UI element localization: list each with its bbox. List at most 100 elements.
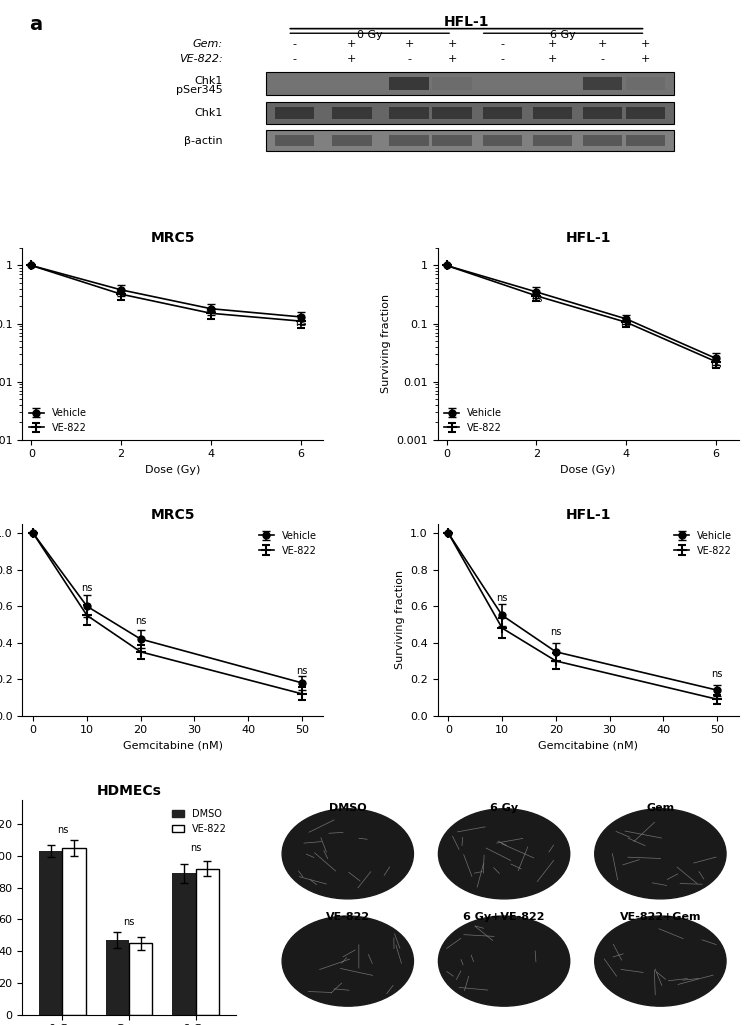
Text: 0 Gy: 0 Gy xyxy=(357,30,383,40)
Bar xyxy=(389,78,429,90)
Bar xyxy=(332,78,372,90)
Bar xyxy=(389,134,429,147)
Text: β-actin: β-actin xyxy=(184,135,223,146)
Text: -: - xyxy=(601,54,604,65)
Title: HFL-1: HFL-1 xyxy=(565,232,611,245)
Text: +: + xyxy=(404,39,414,49)
Circle shape xyxy=(595,916,726,1007)
Bar xyxy=(195,868,219,1015)
Bar xyxy=(533,107,572,119)
Text: VE-822+Gem: VE-822+Gem xyxy=(620,912,701,921)
Text: 6 Gy+VE-822: 6 Gy+VE-822 xyxy=(463,912,545,921)
Text: ns: ns xyxy=(712,669,723,680)
Text: a: a xyxy=(30,14,43,34)
Text: ns: ns xyxy=(710,360,722,370)
Text: ns: ns xyxy=(496,592,508,603)
Text: ns: ns xyxy=(530,293,542,303)
Text: x4: x4 xyxy=(282,810,295,819)
Text: +: + xyxy=(448,54,457,65)
Text: ns: ns xyxy=(205,305,216,316)
Bar xyxy=(332,107,372,119)
Text: +: + xyxy=(347,39,357,49)
Text: pSer345: pSer345 xyxy=(176,85,223,95)
Legend: Vehicle, VE-822: Vehicle, VE-822 xyxy=(257,529,319,558)
Bar xyxy=(583,107,622,119)
Text: 6 Gy: 6 Gy xyxy=(490,804,518,814)
Bar xyxy=(129,943,152,1015)
Y-axis label: Surviving fraction: Surviving fraction xyxy=(395,570,404,669)
Text: ns: ns xyxy=(190,843,201,853)
Legend: Vehicle, VE-822: Vehicle, VE-822 xyxy=(28,406,89,435)
Text: ns: ns xyxy=(116,288,127,298)
Legend: Vehicle, VE-822: Vehicle, VE-822 xyxy=(672,529,733,558)
Text: ns: ns xyxy=(57,825,68,835)
Text: ns: ns xyxy=(123,917,134,928)
Text: +: + xyxy=(641,39,650,49)
Bar xyxy=(63,848,86,1015)
Text: VE-822:: VE-822: xyxy=(179,54,223,65)
Bar xyxy=(39,851,63,1015)
Bar xyxy=(483,134,522,147)
Bar xyxy=(483,78,522,90)
Bar xyxy=(626,107,665,119)
Text: DMSO: DMSO xyxy=(329,804,366,814)
Bar xyxy=(275,134,314,147)
Bar xyxy=(275,78,314,90)
Text: +: + xyxy=(641,54,650,65)
Bar xyxy=(583,78,622,90)
Bar xyxy=(626,78,665,90)
Bar xyxy=(172,873,195,1015)
Bar xyxy=(533,78,572,90)
Bar xyxy=(483,107,522,119)
Circle shape xyxy=(595,809,726,899)
Text: +: + xyxy=(548,54,557,65)
Bar xyxy=(266,130,674,152)
Bar xyxy=(266,102,674,124)
Title: HDMECs: HDMECs xyxy=(96,784,161,797)
Text: ns: ns xyxy=(135,616,146,626)
Bar xyxy=(275,107,314,119)
Title: MRC5: MRC5 xyxy=(151,232,195,245)
Bar xyxy=(106,940,129,1015)
Text: ns: ns xyxy=(296,665,307,675)
Legend: DMSO, VE-822: DMSO, VE-822 xyxy=(169,805,231,837)
Bar xyxy=(626,134,665,147)
Bar xyxy=(583,134,622,147)
Text: -: - xyxy=(501,54,504,65)
X-axis label: Gemcitabine (nM): Gemcitabine (nM) xyxy=(123,741,223,751)
Circle shape xyxy=(282,809,413,899)
Title: HFL-1: HFL-1 xyxy=(565,507,611,522)
Text: ns: ns xyxy=(81,583,93,593)
Circle shape xyxy=(439,916,570,1007)
Text: -: - xyxy=(292,39,296,49)
Bar xyxy=(332,134,372,147)
Text: -: - xyxy=(407,54,411,65)
Circle shape xyxy=(282,916,413,1007)
X-axis label: Gemcitabine (nM): Gemcitabine (nM) xyxy=(538,741,638,751)
Bar xyxy=(433,134,471,147)
Bar xyxy=(266,73,674,95)
X-axis label: Dose (Gy): Dose (Gy) xyxy=(560,465,615,475)
Text: 6 Gy: 6 Gy xyxy=(551,30,576,40)
Text: Chk1: Chk1 xyxy=(195,76,223,86)
Text: +: + xyxy=(598,39,607,49)
Text: Gem: Gem xyxy=(646,804,674,814)
Text: +: + xyxy=(548,39,557,49)
X-axis label: Dose (Gy): Dose (Gy) xyxy=(145,465,201,475)
Y-axis label: Surviving fraction: Surviving fraction xyxy=(380,294,391,394)
Text: +: + xyxy=(347,54,357,65)
Text: -: - xyxy=(292,54,296,65)
Text: ns: ns xyxy=(550,627,562,638)
Bar xyxy=(389,107,429,119)
Text: Chk1: Chk1 xyxy=(195,108,223,118)
Bar xyxy=(433,78,471,90)
Bar xyxy=(533,134,572,147)
Circle shape xyxy=(439,809,570,899)
Text: ns: ns xyxy=(621,318,632,328)
Bar xyxy=(433,107,471,119)
Text: -: - xyxy=(501,39,504,49)
Text: HFL-1: HFL-1 xyxy=(444,14,489,29)
Text: ns: ns xyxy=(295,318,307,328)
Legend: Vehicle, VE-822: Vehicle, VE-822 xyxy=(442,406,504,435)
Text: Gem:: Gem: xyxy=(192,39,223,49)
